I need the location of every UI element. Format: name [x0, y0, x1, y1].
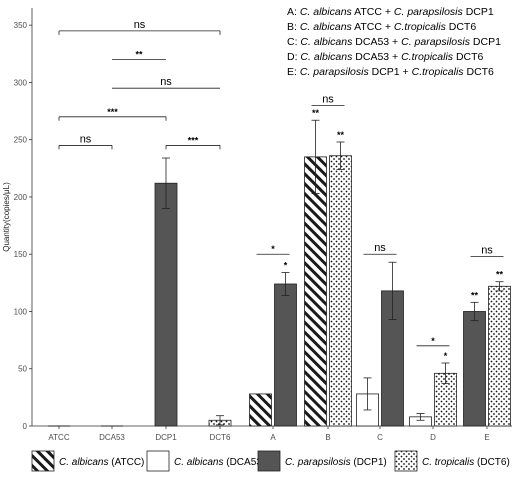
x-tick-label: C	[377, 433, 383, 442]
legend-swatch	[146, 450, 170, 472]
legend-label: C. tropicalis (DCT6)	[422, 457, 510, 468]
significance-star: **	[337, 130, 345, 140]
bracket-label: ns	[134, 19, 146, 31]
bracket-label: *	[271, 244, 275, 254]
annotation-line: B: C. albicans ATCC + C.tropicalis DCT6	[287, 21, 476, 33]
x-tick-label: DCT6	[210, 433, 231, 442]
y-axis-label: Quantity(copies/μL)	[2, 182, 11, 252]
significance-star: **	[471, 290, 479, 300]
bracket-label: ns	[160, 76, 172, 88]
legend-label: C. parapsilosis (DCP1)	[285, 457, 387, 468]
y-tick-label: 250	[14, 136, 28, 145]
bracket-label: ns	[481, 245, 493, 257]
bracket-label: ns	[80, 133, 92, 145]
legend-swatch	[31, 450, 55, 472]
annotation-line: A: C. albicans ATCC + C. parapsilosis DC…	[287, 6, 494, 18]
bracket-label: ***	[188, 135, 199, 145]
x-tick-label: B	[325, 433, 330, 442]
x-tick-label: A	[270, 433, 276, 442]
bracket-label: ns	[374, 242, 386, 254]
bar	[463, 311, 486, 427]
significance-star: *	[284, 261, 288, 271]
legend: C. albicans (ATCC) C. albicans (DCA53) C. …	[31, 450, 510, 472]
axes: 0 50 100 150 200 250 300 350 ATCC DCA53 DCP1 DCT6 A B…	[2, 8, 512, 442]
y-tick-label: 200	[14, 193, 28, 202]
y-tick-label: 100	[14, 307, 28, 316]
y-tick-label: 50	[18, 365, 27, 374]
significance-star: *	[444, 351, 448, 361]
x-tick-label: DCP1	[155, 433, 177, 442]
x-tick-label: E	[484, 433, 489, 442]
annotation-line: C: C. albicans DCA53 + C. parapsilosis D…	[287, 36, 501, 48]
annotation-line: D: C. albicans DCA53 + C.tropicalis DCT6	[287, 51, 484, 63]
bar	[274, 283, 297, 427]
y-tick-label: 300	[14, 78, 28, 87]
x-tick-label: DCA53	[99, 433, 125, 442]
x-tick-label: ATCC	[48, 433, 69, 442]
bracket-label: **	[135, 50, 143, 60]
bar	[249, 393, 272, 427]
bars: **********	[48, 108, 511, 427]
legend-swatch	[257, 450, 281, 472]
legend-label: C. albicans (ATCC)	[59, 457, 144, 468]
bar	[154, 182, 178, 427]
y-tick-label: 350	[14, 21, 28, 30]
bracket-label: ***	[107, 107, 118, 117]
bar	[488, 285, 511, 427]
significance-star: **	[312, 108, 320, 118]
bar	[304, 156, 327, 427]
significance-star: **	[496, 270, 504, 280]
group-annotations: A: C. albicans ATCC + C. parapsilosis DC…	[287, 6, 501, 78]
x-tick-label: D	[430, 433, 436, 442]
y-tick-label: 0	[23, 422, 28, 431]
bracket-label: ns	[322, 93, 334, 105]
legend-label: C. albicans (DCA53)	[174, 457, 265, 468]
bracket-label: *	[431, 336, 435, 346]
annotation-line: E: C. parapsilosis DCP1 + C.tropicalis D…	[287, 66, 494, 78]
bar	[329, 155, 352, 427]
y-tick-label: 150	[14, 250, 28, 259]
legend-swatch	[394, 450, 418, 472]
